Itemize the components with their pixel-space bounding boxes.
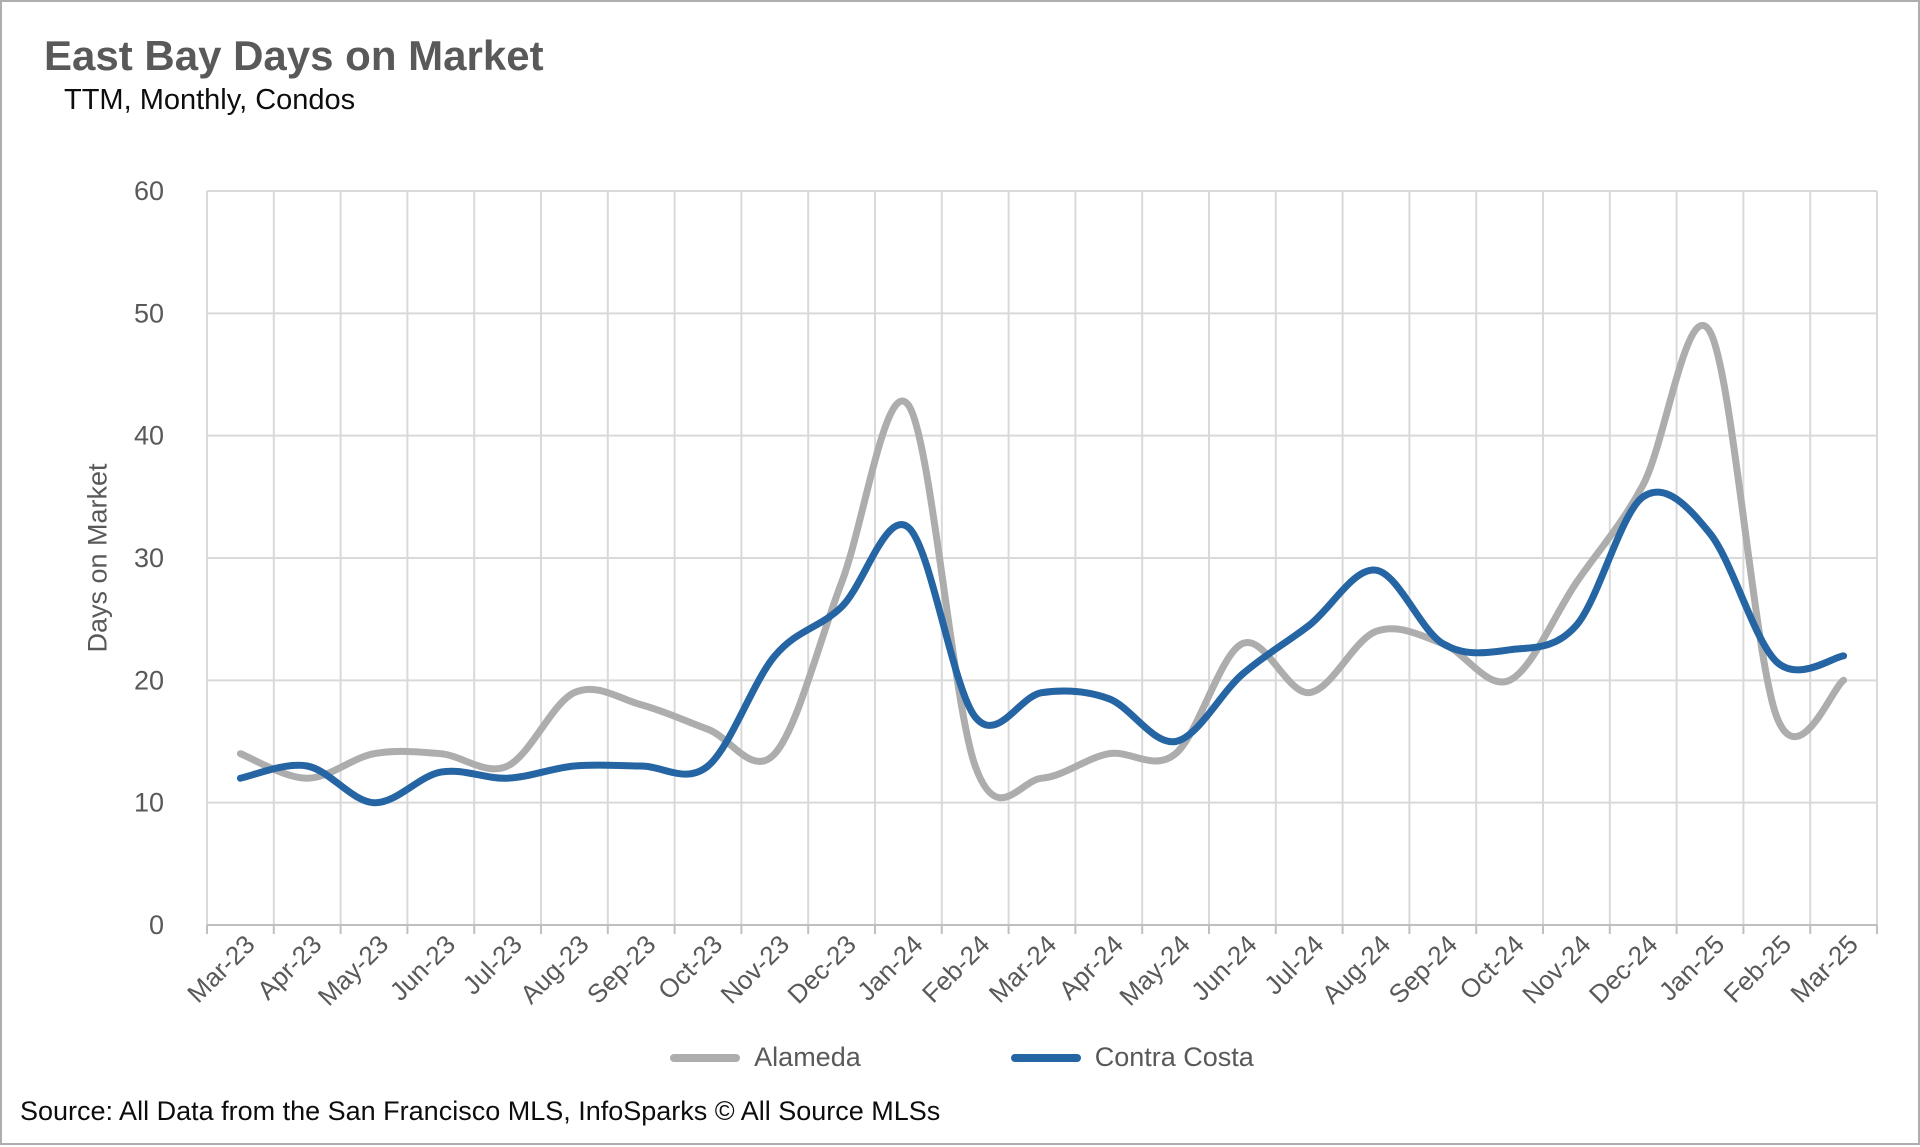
svg-text:Feb-24: Feb-24 — [916, 929, 995, 1008]
contra-costa-line-swatch — [1010, 1053, 1081, 1062]
svg-text:Oct-23: Oct-23 — [652, 929, 728, 1005]
svg-text:10: 10 — [134, 788, 164, 818]
svg-text:Oct-24: Oct-24 — [1453, 929, 1529, 1005]
svg-text:May-23: May-23 — [312, 929, 395, 1012]
svg-text:Jun-23: Jun-23 — [384, 929, 461, 1006]
svg-text:May-24: May-24 — [1113, 929, 1196, 1012]
legend-item-contra-costa: Contra Costa — [1010, 1042, 1254, 1073]
svg-text:Feb-25: Feb-25 — [1718, 929, 1797, 1008]
svg-text:40: 40 — [134, 421, 164, 451]
svg-text:Nov-23: Nov-23 — [715, 929, 795, 1009]
svg-text:Aug-24: Aug-24 — [1316, 929, 1396, 1009]
svg-text:50: 50 — [134, 298, 164, 328]
legend-item-alameda: Alameda — [670, 1042, 861, 1073]
chart-legend: Alameda Contra Costa — [2, 1042, 1920, 1073]
svg-text:20: 20 — [134, 665, 164, 695]
gridlines — [206, 190, 1878, 925]
svg-text:Jun-24: Jun-24 — [1185, 929, 1262, 1006]
svg-text:Aug-23: Aug-23 — [514, 929, 594, 1009]
alameda-line-swatch — [670, 1053, 741, 1062]
contra-costa-line — [236, 488, 1848, 807]
svg-text:Mar-25: Mar-25 — [1784, 929, 1863, 1008]
svg-text:0: 0 — [149, 910, 164, 940]
x-axis-tick-labels: Mar-23Apr-23May-23Jun-23Jul-23Aug-23Sep-… — [181, 929, 1864, 1012]
svg-text:Dec-24: Dec-24 — [1583, 929, 1663, 1009]
svg-text:Jan-24: Jan-24 — [851, 929, 928, 1006]
source-text: Source: All Data from the San Francisco … — [20, 1096, 941, 1126]
svg-text:Jan-25: Jan-25 — [1653, 929, 1730, 1006]
legend-label-contra-costa: Contra Costa — [1094, 1042, 1254, 1072]
svg-text:Sep-23: Sep-23 — [581, 929, 661, 1009]
svg-text:Nov-24: Nov-24 — [1516, 929, 1596, 1009]
alameda-line — [236, 321, 1848, 802]
svg-text:30: 30 — [134, 543, 164, 573]
chart-title: East Bay Days on Market — [44, 32, 544, 79]
y-axis-tick-labels: 0 10 20 30 40 50 60 — [134, 176, 164, 940]
svg-text:Mar-24: Mar-24 — [983, 929, 1062, 1008]
x-axis — [206, 924, 1878, 934]
chart-subtitle: TTM, Monthly, Condos — [64, 84, 356, 116]
svg-text:Dec-23: Dec-23 — [781, 929, 861, 1009]
legend-label-alameda: Alameda — [754, 1042, 861, 1072]
svg-text:Sep-24: Sep-24 — [1383, 929, 1463, 1009]
svg-text:60: 60 — [134, 176, 164, 206]
svg-text:Mar-23: Mar-23 — [181, 929, 260, 1008]
